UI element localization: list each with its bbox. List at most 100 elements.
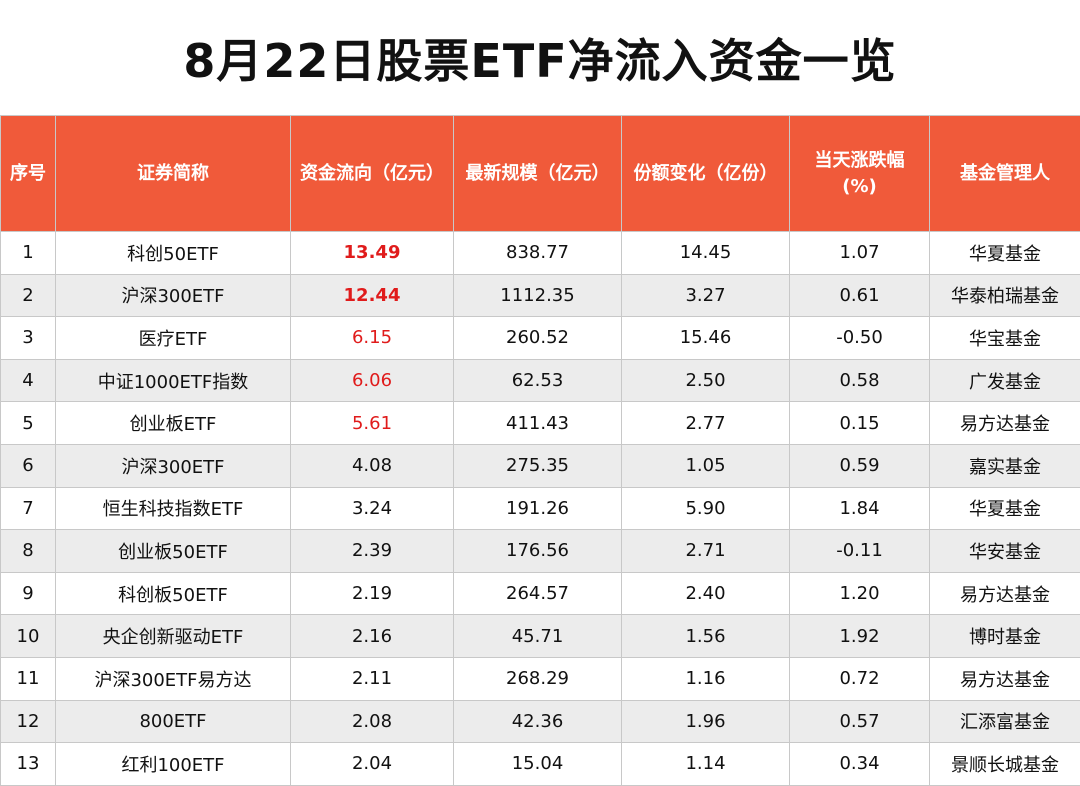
cell-serial: 1 bbox=[1, 232, 56, 275]
cell-daily-change: 1.07 bbox=[790, 232, 930, 275]
header-fund-flow: 资金流向（亿元） bbox=[291, 116, 454, 232]
cell-share-change: 1.56 bbox=[622, 615, 790, 658]
cell-latest-scale: 15.04 bbox=[454, 743, 622, 786]
cell-latest-scale: 42.36 bbox=[454, 700, 622, 743]
cell-fund-flow: 13.49 bbox=[291, 232, 454, 275]
cell-latest-scale: 411.43 bbox=[454, 402, 622, 445]
cell-security-name: 科创50ETF bbox=[56, 232, 291, 275]
cell-fund-flow: 4.08 bbox=[291, 444, 454, 487]
cell-fund-manager: 华泰柏瑞基金 bbox=[930, 274, 1080, 317]
cell-daily-change: 0.15 bbox=[790, 402, 930, 445]
cell-serial: 5 bbox=[1, 402, 56, 445]
cell-fund-flow: 2.11 bbox=[291, 657, 454, 700]
cell-security-name: 创业板50ETF bbox=[56, 530, 291, 573]
cell-latest-scale: 45.71 bbox=[454, 615, 622, 658]
cell-latest-scale: 62.53 bbox=[454, 359, 622, 402]
cell-security-name: 800ETF bbox=[56, 700, 291, 743]
cell-fund-flow: 2.08 bbox=[291, 700, 454, 743]
cell-serial: 7 bbox=[1, 487, 56, 530]
cell-latest-scale: 260.52 bbox=[454, 317, 622, 360]
cell-serial: 4 bbox=[1, 359, 56, 402]
cell-daily-change: 0.61 bbox=[790, 274, 930, 317]
etf-inflow-table: 序号 证券简称 资金流向（亿元） 最新规模（亿元） 份额变化（亿份） 当天涨跌幅… bbox=[0, 115, 1080, 786]
cell-share-change: 2.77 bbox=[622, 402, 790, 445]
header-row: 序号 证券简称 资金流向（亿元） 最新规模（亿元） 份额变化（亿份） 当天涨跌幅… bbox=[1, 116, 1080, 232]
cell-latest-scale: 268.29 bbox=[454, 657, 622, 700]
cell-fund-flow: 2.04 bbox=[291, 743, 454, 786]
cell-security-name: 恒生科技指数ETF bbox=[56, 487, 291, 530]
cell-fund-flow: 12.44 bbox=[291, 274, 454, 317]
cell-latest-scale: 264.57 bbox=[454, 572, 622, 615]
cell-serial: 2 bbox=[1, 274, 56, 317]
cell-share-change: 1.16 bbox=[622, 657, 790, 700]
table-header: 序号 证券简称 资金流向（亿元） 最新规模（亿元） 份额变化（亿份） 当天涨跌幅… bbox=[1, 116, 1080, 232]
cell-daily-change: 0.72 bbox=[790, 657, 930, 700]
cell-fund-flow: 6.06 bbox=[291, 359, 454, 402]
cell-security-name: 科创板50ETF bbox=[56, 572, 291, 615]
cell-fund-manager: 易方达基金 bbox=[930, 657, 1080, 700]
cell-fund-manager: 景顺长城基金 bbox=[930, 743, 1080, 786]
cell-latest-scale: 191.26 bbox=[454, 487, 622, 530]
cell-share-change: 2.71 bbox=[622, 530, 790, 573]
cell-share-change: 1.05 bbox=[622, 444, 790, 487]
cell-serial: 9 bbox=[1, 572, 56, 615]
cell-share-change: 5.90 bbox=[622, 487, 790, 530]
cell-serial: 13 bbox=[1, 743, 56, 786]
cell-fund-flow: 3.24 bbox=[291, 487, 454, 530]
cell-security-name: 医疗ETF bbox=[56, 317, 291, 360]
cell-daily-change: 0.58 bbox=[790, 359, 930, 402]
cell-security-name: 沪深300ETF bbox=[56, 444, 291, 487]
cell-serial: 8 bbox=[1, 530, 56, 573]
cell-security-name: 红利100ETF bbox=[56, 743, 291, 786]
cell-share-change: 14.45 bbox=[622, 232, 790, 275]
cell-share-change: 2.40 bbox=[622, 572, 790, 615]
cell-daily-change: 1.92 bbox=[790, 615, 930, 658]
cell-fund-flow: 6.15 bbox=[291, 317, 454, 360]
cell-fund-manager: 华安基金 bbox=[930, 530, 1080, 573]
cell-serial: 11 bbox=[1, 657, 56, 700]
cell-fund-manager: 易方达基金 bbox=[930, 402, 1080, 445]
cell-share-change: 3.27 bbox=[622, 274, 790, 317]
cell-serial: 12 bbox=[1, 700, 56, 743]
header-serial: 序号 bbox=[1, 116, 56, 232]
cell-serial: 10 bbox=[1, 615, 56, 658]
cell-share-change: 2.50 bbox=[622, 359, 790, 402]
cell-share-change: 1.14 bbox=[622, 743, 790, 786]
cell-daily-change: 0.59 bbox=[790, 444, 930, 487]
cell-share-change: 1.96 bbox=[622, 700, 790, 743]
cell-fund-manager: 华宝基金 bbox=[930, 317, 1080, 360]
cell-share-change: 15.46 bbox=[622, 317, 790, 360]
cell-fund-manager: 广发基金 bbox=[930, 359, 1080, 402]
cell-daily-change: -0.50 bbox=[790, 317, 930, 360]
header-security-name: 证券简称 bbox=[56, 116, 291, 232]
cell-security-name: 中证1000ETF指数 bbox=[56, 359, 291, 402]
cell-latest-scale: 176.56 bbox=[454, 530, 622, 573]
cell-daily-change: 0.34 bbox=[790, 743, 930, 786]
cell-serial: 3 bbox=[1, 317, 56, 360]
cell-fund-flow: 5.61 bbox=[291, 402, 454, 445]
cell-security-name: 沪深300ETF bbox=[56, 274, 291, 317]
cell-serial: 6 bbox=[1, 444, 56, 487]
header-share-change: 份额变化（亿份） bbox=[622, 116, 790, 232]
cell-daily-change: -0.11 bbox=[790, 530, 930, 573]
cell-latest-scale: 275.35 bbox=[454, 444, 622, 487]
page-title: 8月22日股票ETF净流入资金一览 bbox=[183, 25, 896, 91]
cell-fund-flow: 2.16 bbox=[291, 615, 454, 658]
cell-security-name: 沪深300ETF易方达 bbox=[56, 657, 291, 700]
header-fund-manager: 基金管理人 bbox=[930, 116, 1080, 232]
cell-latest-scale: 1112.35 bbox=[454, 274, 622, 317]
header-latest-scale: 最新规模（亿元） bbox=[454, 116, 622, 232]
